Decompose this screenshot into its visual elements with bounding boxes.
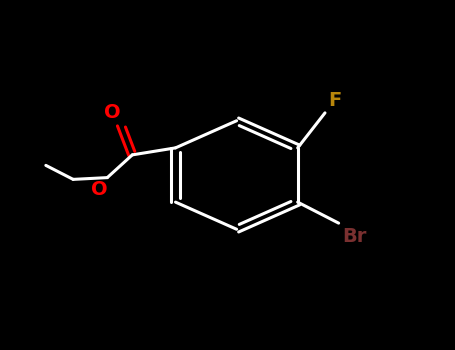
Text: F: F	[329, 91, 342, 110]
Text: O: O	[91, 181, 107, 199]
Text: Br: Br	[342, 228, 367, 246]
Text: O: O	[104, 103, 121, 122]
